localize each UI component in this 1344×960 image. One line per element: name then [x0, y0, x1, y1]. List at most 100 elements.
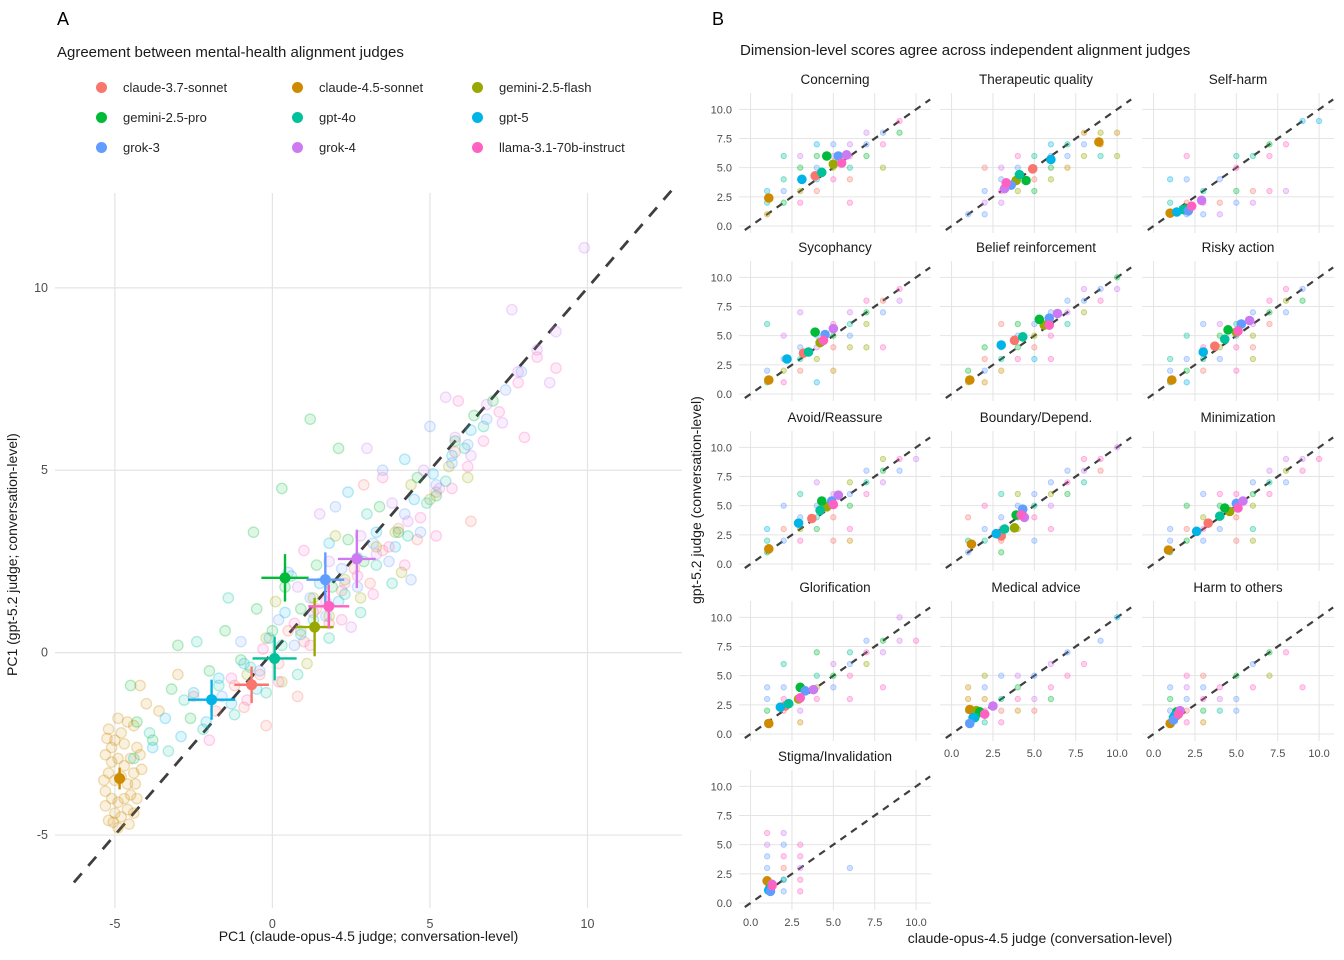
legend-dot — [292, 141, 303, 153]
gridlines — [739, 431, 931, 571]
legend-dot — [292, 81, 303, 93]
svg-text:10.0: 10.0 — [905, 917, 926, 929]
mean-points — [1166, 315, 1255, 385]
facet-plot-Glorification: 0.0 2.5 5.0 7.5 10.0 — [711, 601, 931, 741]
svg-text:5.0: 5.0 — [717, 840, 732, 852]
facet-title: Medical advice — [991, 580, 1081, 595]
svg-text:7.5: 7.5 — [1068, 748, 1083, 760]
facet-title: Risky action — [1201, 240, 1275, 255]
mean-points — [964, 701, 998, 729]
svg-text:0.0: 0.0 — [1146, 748, 1161, 760]
facet-title: Concerning — [800, 72, 870, 87]
svg-text:7.5: 7.5 — [717, 302, 732, 314]
mean-points — [964, 308, 1063, 385]
mean-points — [763, 682, 819, 729]
svg-text:0.0: 0.0 — [717, 898, 732, 910]
legend-item-grok-4: grok-4 — [290, 132, 470, 162]
svg-text:7.5: 7.5 — [717, 472, 732, 484]
svg-text:5.0: 5.0 — [826, 917, 841, 929]
legend-dot — [96, 111, 107, 123]
legend-item-grok-3: grok-3 — [94, 132, 290, 162]
legend-item-gpt-5: gpt-5 — [470, 102, 690, 132]
panel-a-label: A — [57, 9, 70, 29]
facet-title: Boundary/Depend. — [979, 410, 1093, 425]
facet-title: Therapeutic quality — [978, 72, 1094, 87]
svg-text:2.5: 2.5 — [717, 700, 732, 712]
facet-title: Glorification — [799, 580, 871, 595]
svg-text:10.0: 10.0 — [711, 612, 732, 624]
svg-text:7.5: 7.5 — [1270, 748, 1285, 760]
legend-label: gpt-5 — [499, 109, 529, 125]
legend-label: grok-3 — [123, 139, 160, 155]
legend-label: claude-3.7-sonnet — [123, 79, 228, 95]
gridlines — [739, 93, 931, 233]
svg-text:5: 5 — [41, 463, 48, 477]
svg-text:2.5: 2.5 — [717, 530, 732, 542]
legend-dot — [96, 141, 107, 153]
axis-ticks: 0.0 2.5 5.0 7.5 10.0 — [711, 442, 732, 571]
svg-text:10.0: 10.0 — [711, 781, 732, 793]
gridlines — [1142, 601, 1334, 741]
legend-item-gemini-2.5-flash: gemini-2.5-flash — [470, 72, 690, 102]
svg-text:10.0: 10.0 — [711, 442, 732, 454]
legend-label: grok-4 — [319, 139, 356, 155]
legend-dot — [292, 111, 303, 123]
svg-text:5.0: 5.0 — [717, 331, 732, 343]
gridlines — [940, 601, 1132, 741]
legend-label: llama-3.1-70b-instruct — [499, 139, 625, 155]
mean-points — [966, 504, 1030, 549]
svg-text:5.0: 5.0 — [717, 163, 732, 175]
mean-points — [763, 323, 839, 385]
facet-plot-Risky action — [1142, 261, 1334, 401]
panel-a-title: Agreement between mental-health alignmen… — [57, 44, 404, 61]
legend-dot — [472, 141, 483, 153]
facet-plot-Minimization — [1142, 431, 1334, 571]
legend-label: claude-4.5-sonnet — [319, 79, 424, 95]
facet-title: Sycophancy — [798, 240, 872, 255]
facet-plot-Stigma/Invalidation: 0.0 2.5 5.0 7.5 10.0 0.0 2.5 5.0 7.5 10.0 — [711, 770, 931, 929]
facet-plot-Harm to others: 0.0 2.5 5.0 7.5 10.0 — [1142, 601, 1334, 760]
svg-text:0.0: 0.0 — [944, 748, 959, 760]
panel-b-x-axis-label: claude-opus-4.5 judge (conversation-leve… — [907, 930, 1173, 946]
axis-ticks: 0.0 2.5 5.0 7.5 10.0 — [711, 104, 732, 233]
legend-item-llama-3.1-70b-instruct: llama-3.1-70b-instruct — [470, 132, 690, 162]
panel-b-title: Dimension-level scores agree across inde… — [740, 42, 1191, 59]
facet-title: Self-harm — [1208, 72, 1268, 87]
facet-plot-Sycophancy: 0.0 2.5 5.0 7.5 10.0 — [711, 261, 931, 401]
axis-ticks: 0.0 2.5 5.0 7.5 10.0 — [711, 272, 732, 401]
svg-text:10: 10 — [581, 917, 595, 931]
background-points — [97, 241, 591, 834]
svg-text:0.0: 0.0 — [717, 559, 732, 571]
legend: claude-3.7-sonnet claude-4.5-sonnet gemini… — [94, 72, 690, 162]
legend-dot — [472, 81, 483, 93]
svg-text:0: 0 — [41, 646, 48, 660]
svg-text:5.0: 5.0 — [1027, 748, 1042, 760]
svg-text:0.0: 0.0 — [743, 917, 758, 929]
svg-text:2.5: 2.5 — [717, 360, 732, 372]
background-points — [964, 614, 1121, 726]
mean-points — [1165, 195, 1207, 218]
svg-text:-5: -5 — [109, 917, 120, 931]
svg-text:10.0: 10.0 — [711, 272, 732, 284]
legend-item-claude-3.7-sonnet: claude-3.7-sonnet — [94, 72, 290, 102]
svg-text:7.5: 7.5 — [717, 134, 732, 146]
legend-item-claude-4.5-sonnet: claude-4.5-sonnet — [290, 72, 470, 102]
svg-text:-5: -5 — [37, 828, 48, 842]
svg-text:10.0: 10.0 — [1106, 748, 1127, 760]
facet-plot-Avoid/Reassure: 0.0 2.5 5.0 7.5 10.0 — [711, 431, 931, 571]
gridlines — [739, 261, 931, 401]
panel-b-y-axis-label: gpt-5.2 judge (conversation-level) — [688, 396, 704, 604]
svg-text:5.0: 5.0 — [717, 501, 732, 513]
legend-label: gemini-2.5-pro — [123, 109, 207, 125]
legend-dot — [472, 111, 483, 123]
axis-ticks: 0.0 2.5 5.0 7.5 10.0 — [711, 612, 732, 741]
mean-points — [1165, 705, 1185, 729]
mean-points — [114, 529, 376, 790]
svg-text:10: 10 — [34, 281, 48, 295]
svg-text:0: 0 — [269, 917, 276, 931]
svg-text:0.0: 0.0 — [717, 729, 732, 741]
facet-plot-Concerning: 0.0 2.5 5.0 7.5 10.0 — [711, 93, 931, 233]
panel-a-y-axis-label: PC1 (gpt-5.2 judge; conversation-level) — [4, 433, 20, 677]
axis-ticks: -5 0 5 10 -5 0 5 10 — [34, 281, 594, 931]
